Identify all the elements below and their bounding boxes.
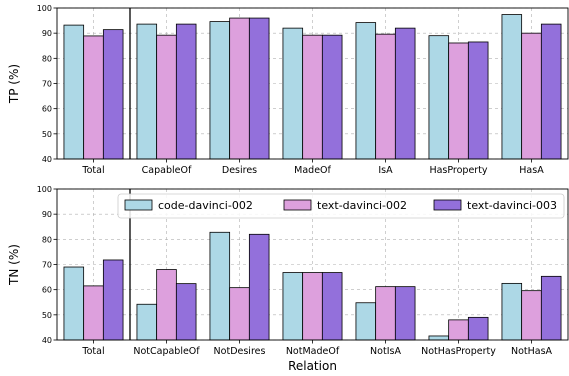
y-tick-label: 50 — [42, 311, 52, 320]
bar-text-davinci-002-NotDesires — [230, 288, 250, 340]
legend-swatch-code-davinci-002 — [125, 200, 152, 210]
bars — [64, 15, 561, 159]
x-tick-label: NotDesires — [214, 346, 266, 357]
bar-code-davinci-002-NotIsA — [356, 303, 376, 340]
bar-code-davinci-002-HasA — [502, 15, 522, 159]
x-tick-label: NotMadeOf — [286, 346, 340, 357]
legend-label: text-davinci-003 — [467, 199, 557, 212]
bar-code-davinci-002-MadeOf — [283, 28, 303, 159]
bar-text-davinci-002-NotHasA — [522, 291, 542, 340]
x-tick-label: NotHasProperty — [421, 346, 496, 357]
legend-label: text-davinci-002 — [317, 199, 407, 212]
x-axis-label: Relation — [288, 359, 337, 373]
bar-code-davinci-002-NotHasProperty — [429, 336, 449, 340]
legend-swatch-text-davinci-003 — [434, 200, 461, 210]
y-axis-label: TN (%) — [7, 244, 21, 286]
top-chart-panel: 40 50 60 70 80 90 100 Total CapableOf Desires Made… — [7, 4, 568, 176]
bar-text-davinci-002-CapableOf — [157, 35, 177, 159]
x-tick-label: Desires — [222, 165, 257, 176]
x-tick-label: CapableOf — [142, 165, 192, 176]
bar-text-davinci-003-NotHasProperty — [468, 317, 488, 340]
x-tick-label: NotIsA — [370, 346, 401, 357]
bars — [64, 232, 561, 340]
bar-text-davinci-003-HasProperty — [468, 42, 488, 159]
bar-text-davinci-003-NotMadeOf — [322, 273, 342, 340]
y-tick-label: 60 — [42, 286, 52, 295]
legend-label: code-davinci-002 — [158, 199, 253, 212]
bar-text-davinci-003-MadeOf — [322, 35, 342, 159]
x-tick-label: Total — [81, 165, 104, 176]
legend: code-davinci-002 text-davinci-002 text-dav… — [118, 194, 564, 218]
y-tick-label: 60 — [42, 105, 52, 114]
bar-text-davinci-003-NotHasA — [541, 276, 561, 340]
bar-text-davinci-002-NotCapableOf — [157, 270, 177, 340]
bar-text-davinci-003-NotCapableOf — [176, 284, 196, 340]
bar-code-davinci-002-CapableOf — [137, 24, 157, 159]
bar-text-davinci-003-IsA — [395, 28, 415, 159]
bar-text-davinci-003-NotDesires — [249, 234, 269, 340]
bar-text-davinci-002-NotHasProperty — [449, 320, 469, 340]
bar-text-davinci-003-NotIsA — [395, 287, 415, 340]
bar-code-davinci-002-Desires — [210, 22, 230, 159]
bar-text-davinci-002-MadeOf — [303, 35, 323, 159]
bar-code-davinci-002-HasProperty — [429, 36, 449, 159]
bar-text-davinci-002-HasProperty — [449, 43, 469, 159]
x-tick-label: NotCapableOf — [133, 346, 200, 357]
y-axis-label: TP (%) — [7, 64, 21, 104]
bar-text-davinci-003-Total — [103, 260, 123, 340]
bar-text-davinci-003-Desires — [249, 18, 269, 159]
y-tick-label: 90 — [42, 210, 52, 219]
bar-text-davinci-002-Desires — [230, 18, 250, 159]
y-tick-label: 80 — [42, 235, 52, 244]
bar-code-davinci-002-NotMadeOf — [283, 273, 303, 340]
bar-text-davinci-002-NotIsA — [376, 287, 396, 340]
bar-code-davinci-002-NotHasA — [502, 283, 522, 340]
y-tick-label: 90 — [42, 29, 52, 38]
y-tick-label: 40 — [42, 155, 52, 164]
y-tick-label: 50 — [42, 130, 52, 139]
y-tick-label: 70 — [42, 80, 52, 89]
y-tick-label: 70 — [42, 261, 52, 270]
bar-text-davinci-003-HasA — [541, 24, 561, 159]
bar-text-davinci-002-NotMadeOf — [303, 273, 323, 340]
x-tick-label: MadeOf — [294, 165, 331, 176]
y-tick-label: 40 — [42, 336, 52, 345]
bar-code-davinci-002-NotDesires — [210, 232, 230, 340]
bottom-chart-panel: 40 50 60 70 80 90 100 Total NotCapableOf NotDesir… — [7, 185, 568, 373]
bar-code-davinci-002-Total — [64, 25, 84, 159]
x-tick-label: HasA — [519, 165, 544, 176]
bar-code-davinci-002-NotCapableOf — [137, 304, 157, 340]
bar-text-davinci-002-IsA — [376, 34, 396, 159]
bar-text-davinci-003-Total — [103, 30, 123, 159]
y-tick-label: 100 — [37, 185, 52, 194]
bar-text-davinci-002-Total — [84, 286, 104, 340]
x-tick-label: IsA — [378, 165, 393, 176]
x-tick-label: HasProperty — [429, 165, 487, 176]
legend-swatch-text-davinci-002 — [284, 200, 311, 210]
bar-text-davinci-003-CapableOf — [176, 24, 196, 159]
y-tick-label: 80 — [42, 54, 52, 63]
bar-code-davinci-002-IsA — [356, 23, 376, 159]
x-tick-label: Total — [81, 346, 104, 357]
x-tick-label: NotHasA — [511, 346, 553, 357]
y-tick-label: 100 — [37, 4, 52, 13]
bar-text-davinci-002-Total — [84, 36, 104, 159]
bar-code-davinci-002-Total — [64, 267, 84, 340]
bar-text-davinci-002-HasA — [522, 33, 542, 159]
